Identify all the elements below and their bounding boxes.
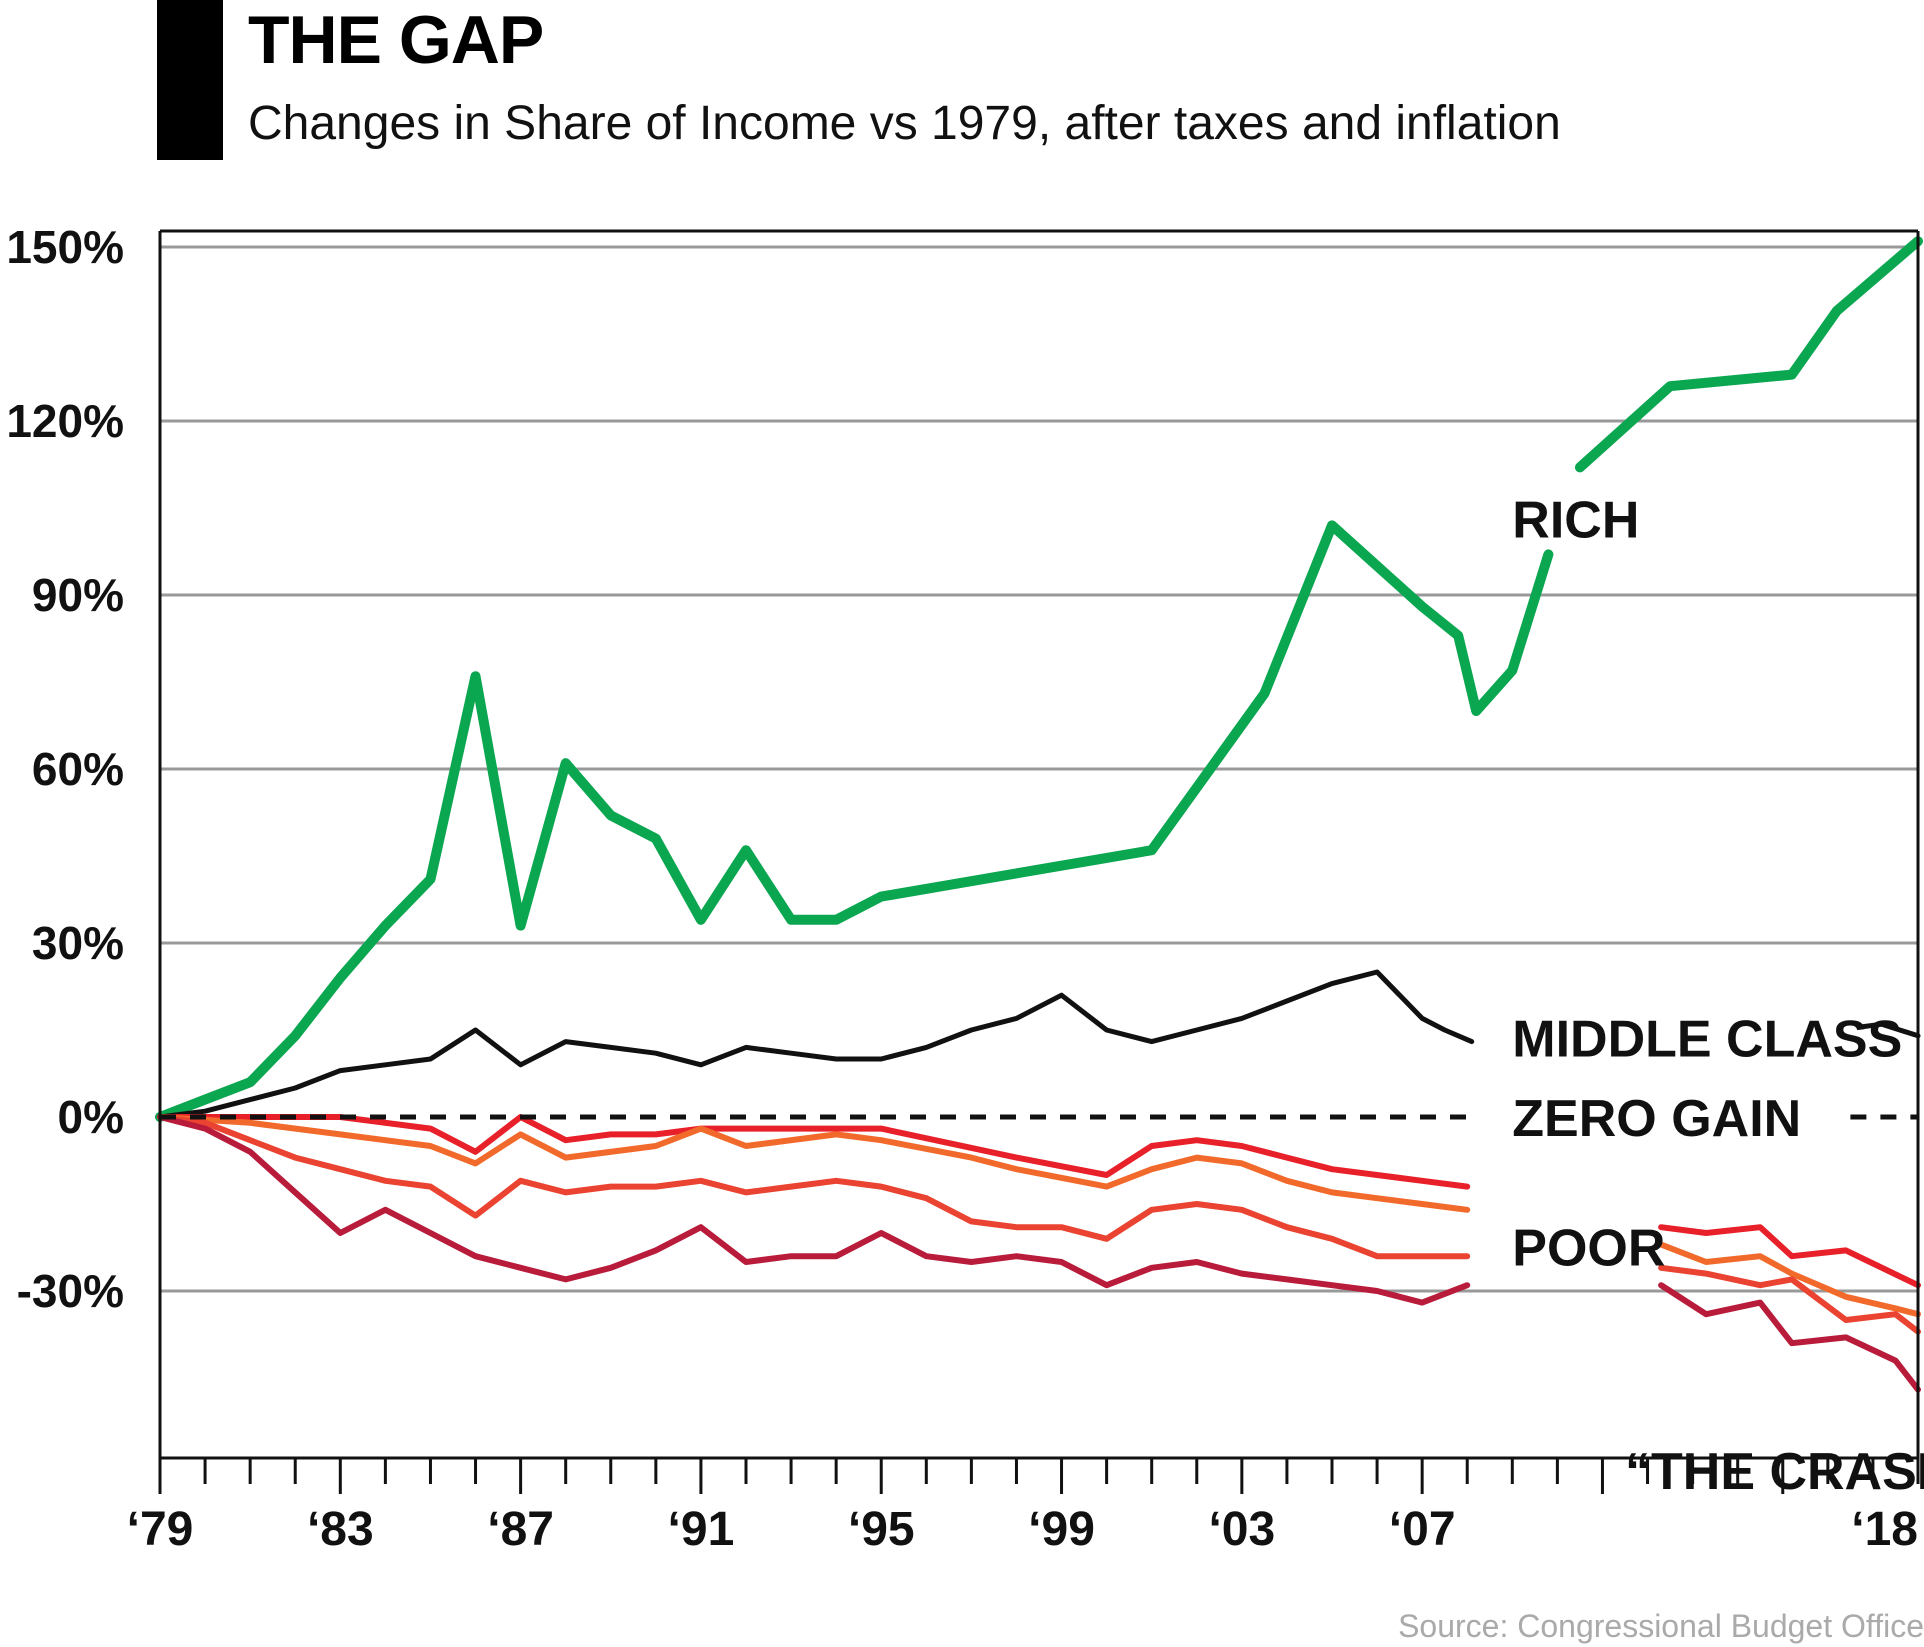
x-tick-label: ‘99 bbox=[1028, 1503, 1095, 1556]
y-tick-label: -30% bbox=[17, 1265, 124, 1317]
annotation-label: “THE CRASH” bbox=[1625, 1443, 1924, 1501]
series-line bbox=[157, 1114, 1471, 1190]
y-tick-label: 30% bbox=[32, 917, 124, 969]
series-line bbox=[1658, 1241, 1921, 1318]
gridlines bbox=[160, 245, 1918, 1293]
series-line bbox=[157, 969, 1475, 1120]
chart-subtitle: Changes in Share of Income vs 1979, afte… bbox=[248, 97, 1561, 150]
title-accent-bar bbox=[157, 0, 223, 160]
x-tick-label: ‘03 bbox=[1208, 1503, 1275, 1556]
series-line bbox=[1658, 1264, 1921, 1335]
series-line bbox=[157, 1114, 1471, 1260]
x-tick-label: ‘83 bbox=[307, 1503, 374, 1556]
annotation-label: POOR bbox=[1512, 1220, 1665, 1278]
chart-title: THE GAP bbox=[248, 2, 544, 78]
x-tick-label: ‘87 bbox=[487, 1503, 554, 1556]
y-tick-label: 150% bbox=[6, 221, 124, 273]
x-tick-label: ‘95 bbox=[848, 1503, 915, 1556]
series-line bbox=[1856, 1021, 1921, 1039]
series-line bbox=[1658, 1224, 1921, 1289]
y-tick-label: 120% bbox=[6, 395, 124, 447]
y-tick-label: 60% bbox=[32, 743, 124, 795]
annotations: RICH MIDDLE CLASS ZERO GAIN POOR “THE CRASH” bbox=[1512, 492, 1924, 1501]
x-tick-label: ‘18 bbox=[1851, 1503, 1918, 1556]
series-line bbox=[1574, 236, 1923, 473]
y-tick-label: 90% bbox=[32, 569, 124, 621]
x-tick-label: ‘07 bbox=[1389, 1503, 1456, 1556]
series-line bbox=[1658, 1282, 1921, 1393]
x-tick-label: ‘91 bbox=[668, 1503, 735, 1556]
series-line bbox=[157, 1114, 1471, 1213]
source-note: Source: Congressional Budget Office bbox=[1398, 1608, 1924, 1644]
series-lines bbox=[155, 236, 1923, 1393]
x-tick-label: ‘79 bbox=[127, 1503, 194, 1556]
y-tick-label: 0% bbox=[58, 1091, 124, 1143]
annotation-label: MIDDLE CLASS bbox=[1512, 1011, 1902, 1069]
series-line bbox=[155, 520, 1554, 1122]
series-line bbox=[157, 1114, 1471, 1306]
axes: 150% 120% 90% 60% 30% 0% -30% ‘79 ‘83 ‘87 ‘91 ‘95 ‘9… bbox=[6, 221, 1920, 1556]
annotation-label: RICH bbox=[1512, 492, 1639, 550]
annotation-label: ZERO GAIN bbox=[1512, 1090, 1801, 1148]
